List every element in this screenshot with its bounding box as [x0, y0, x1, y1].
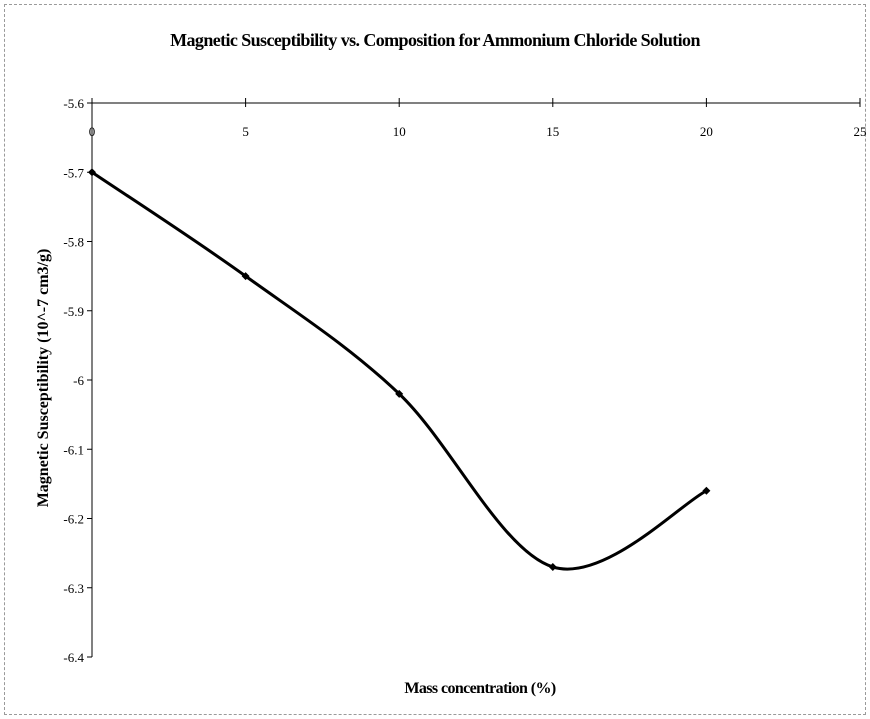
y-tick-label: -6.2 [63, 512, 84, 527]
y-tick-label: -5.9 [63, 304, 84, 319]
y-tick-label: -6.4 [63, 650, 84, 665]
data-point [395, 389, 404, 398]
chart-title: Magnetic Susceptibility vs. Composition … [170, 30, 700, 50]
y-tick-label: -5.7 [63, 165, 84, 180]
x-tick-label: 25 [854, 124, 867, 139]
data-point [241, 272, 250, 281]
x-tick-label: 20 [700, 124, 713, 139]
x-tick-label: 5 [242, 124, 249, 139]
y-tick-label: -5.8 [63, 235, 84, 250]
data-point [702, 486, 711, 495]
series-group [91, 171, 708, 571]
y-tick-label: -5.6 [63, 96, 84, 111]
y-tick-label: -6.3 [63, 581, 84, 596]
data-point [548, 562, 557, 571]
y-tick-label: -6.1 [63, 442, 84, 457]
x-tick-label: 10 [393, 124, 406, 139]
x-tick-label: 0 [89, 124, 96, 139]
axes: 0 5 10 15 20 25 -5.6 -5.7 -5.8 -5.9 -6 -6.1 -6.2 -6.3… [63, 96, 866, 665]
chart-frame [4, 4, 866, 715]
series-line [91, 171, 708, 571]
y-tick-label: -6 [73, 373, 84, 388]
markers-group [88, 168, 711, 571]
x-tick-label: 15 [546, 124, 559, 139]
data-point [88, 168, 96, 177]
x-axis-label: Mass concentration (%) [404, 680, 556, 697]
